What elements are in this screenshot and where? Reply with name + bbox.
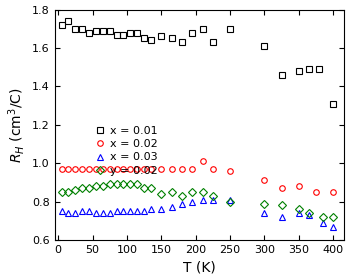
Y-axis label: $R_H$ (cm$^3$/C): $R_H$ (cm$^3$/C) — [6, 87, 27, 163]
X-axis label: T (K): T (K) — [183, 260, 216, 274]
Legend: x = 0.01, x = 0.02, x = 0.03, y = 0.02: x = 0.01, x = 0.02, x = 0.03, y = 0.02 — [95, 126, 158, 176]
